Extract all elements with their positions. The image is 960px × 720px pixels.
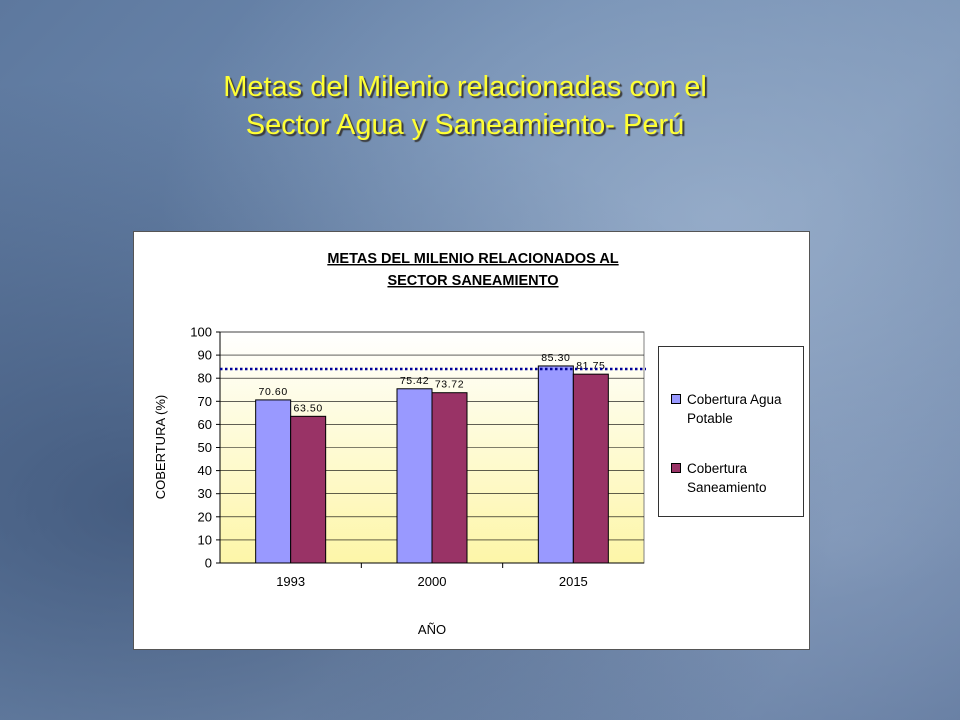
x-axis-label: AÑO [418, 622, 446, 637]
chart-frame: METAS DEL MILENIO RELACIONADOS AL SECTOR… [133, 231, 810, 650]
y-tick-label: 30 [198, 486, 212, 501]
bar-agua-2000 [396, 388, 433, 564]
x-tick-label: 2015 [559, 574, 588, 589]
bar-saneamiento-2015 [572, 373, 609, 564]
y-tick-label: 90 [198, 348, 212, 363]
chart-title-line-1: METAS DEL MILENIO RELACIONADOS AL [327, 251, 618, 267]
y-tick-label: 0 [205, 556, 212, 571]
y-tick-label: 20 [198, 509, 212, 524]
legend-label-agua: Cobertura Agua Potable [687, 392, 782, 426]
y-tick-label: 60 [198, 417, 212, 432]
slide-title-line-2: Sector Agua y Saneamiento- Perú [245, 109, 685, 141]
slide-title: Metas del Milenio relacionadas con el Se… [0, 68, 930, 144]
chart-title-line-2: SECTOR SANEAMIENTO [387, 273, 558, 289]
y-tick-label: 100 [190, 325, 212, 340]
x-tick-label: 1993 [276, 574, 305, 589]
bar-agua-1993 [255, 399, 292, 564]
legend-item-saneamiento: Cobertura Saneamiento [671, 459, 797, 497]
y-axis-label: COBERTURA (%) [153, 395, 168, 500]
y-tick-label: 40 [198, 463, 212, 478]
y-tick-label: 10 [198, 532, 212, 547]
legend-swatch-agua [671, 394, 681, 404]
legend-swatch-saneamiento [671, 463, 681, 473]
bar-agua-2015 [537, 365, 574, 564]
y-tick-label: 50 [198, 440, 212, 455]
bar-saneamiento-2000 [431, 392, 468, 564]
data-label-agua-2015: 85.30 [541, 352, 570, 364]
y-tick-label: 80 [198, 371, 212, 386]
data-label-saneamiento-1993: 63.50 [294, 402, 323, 414]
data-label-agua-2000: 75.42 [400, 375, 429, 387]
bar-chart: METAS DEL MILENIO RELACIONADOS AL SECTOR… [153, 251, 646, 637]
x-tick-label: 2000 [418, 574, 447, 589]
y-tick-label: 70 [198, 394, 212, 409]
data-label-saneamiento-2015: 81.75 [576, 360, 605, 372]
data-label-saneamiento-2000: 73.72 [435, 379, 464, 391]
slide-title-line-1: Metas del Milenio relacionadas con el [223, 71, 707, 103]
legend-label-saneamiento: Cobertura Saneamiento [687, 461, 767, 495]
legend: Cobertura Agua Potable Cobertura Saneami… [658, 346, 804, 517]
legend-item-agua: Cobertura Agua Potable [671, 390, 797, 428]
data-label-agua-1993: 70.60 [259, 386, 288, 398]
bar-saneamiento-1993 [290, 415, 327, 564]
